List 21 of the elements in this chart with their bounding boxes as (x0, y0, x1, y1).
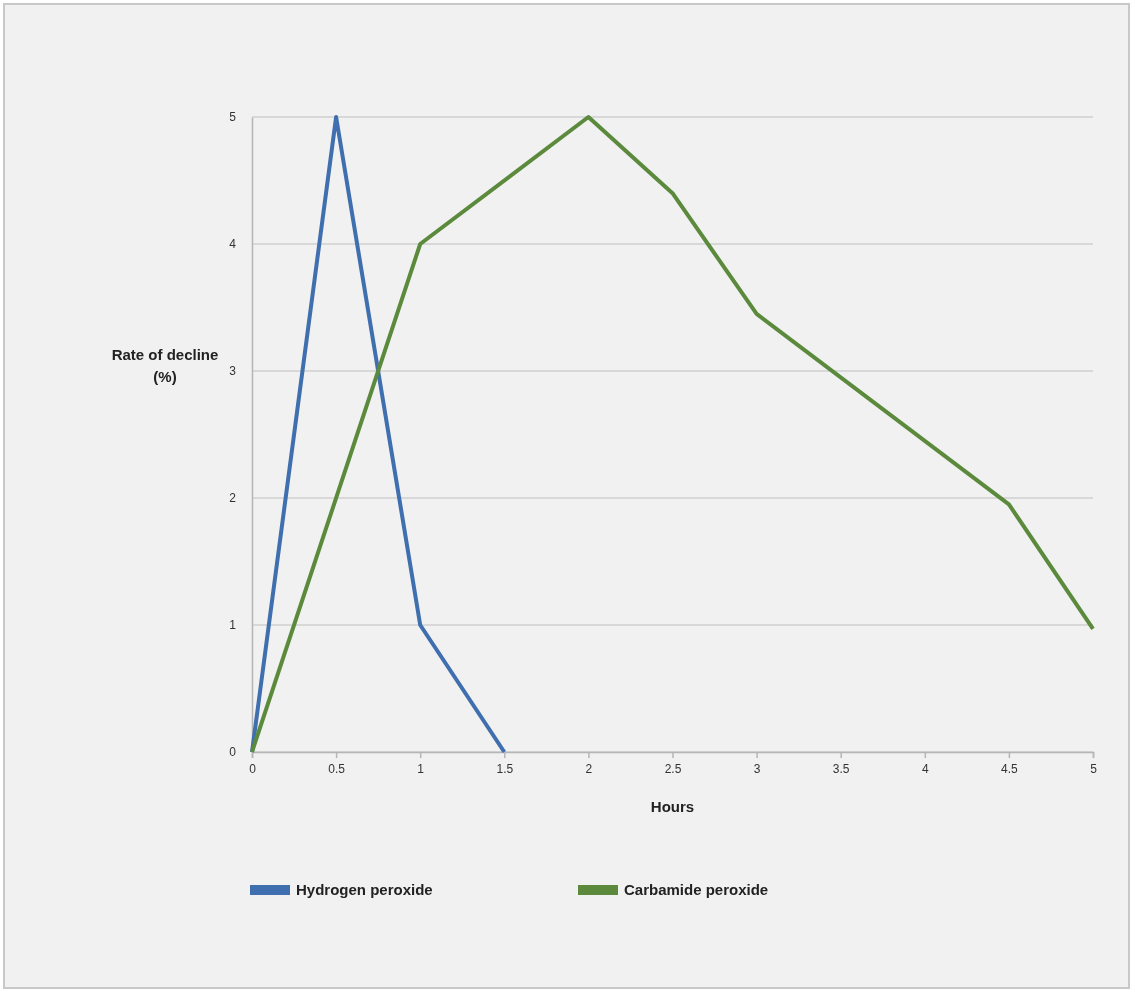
x-tick-label: 2 (585, 761, 593, 776)
x-tick-label: 4.5 (1001, 761, 1019, 776)
x-tick-label: 2.5 (664, 761, 682, 776)
x-tick-label: 0.5 (328, 761, 346, 776)
y-tick-label: 0 (229, 745, 237, 760)
x-axis-title: Hours (650, 798, 695, 815)
x-tick-label: 5 (1090, 761, 1098, 776)
x-tick-label: 1.5 (496, 761, 514, 776)
x-tick-label: 3 (753, 761, 761, 776)
x-tick-label: 1 (417, 761, 425, 776)
y-tick-label: 2 (229, 491, 237, 506)
y-tick-label: 1 (229, 618, 237, 633)
y-tick-label: 3 (229, 364, 237, 379)
legend-label: Carbamide peroxide (624, 881, 769, 898)
y-tick-label: 5 (229, 110, 237, 125)
y-axis-title: Rate of decline (%) (111, 346, 219, 385)
x-tick-label: 0 (249, 761, 257, 776)
x-tick-label: 4 (921, 761, 929, 776)
x-tick-label: 3.5 (832, 761, 850, 776)
legend-label: Hydrogen peroxide (296, 881, 433, 898)
y-tick-label: 4 (229, 237, 237, 252)
